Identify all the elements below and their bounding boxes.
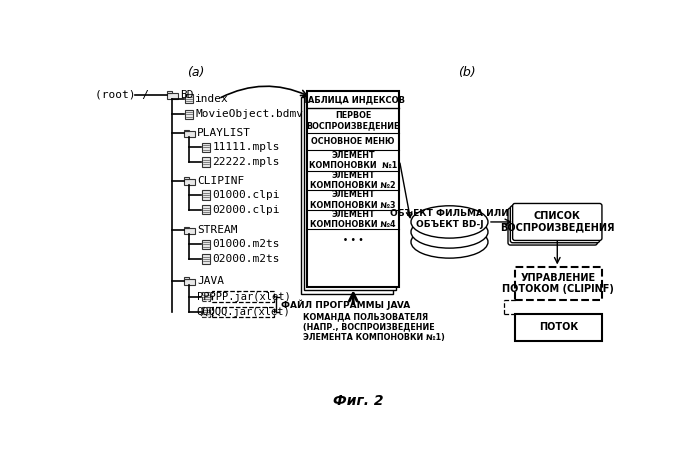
Ellipse shape — [411, 226, 488, 258]
FancyBboxPatch shape — [184, 227, 189, 228]
FancyBboxPatch shape — [202, 142, 210, 152]
FancyBboxPatch shape — [184, 177, 189, 179]
FancyBboxPatch shape — [515, 313, 602, 341]
FancyBboxPatch shape — [508, 208, 598, 245]
FancyBboxPatch shape — [301, 97, 394, 294]
Text: 22222.mpls: 22222.mpls — [212, 157, 280, 167]
FancyBboxPatch shape — [185, 94, 194, 103]
FancyBboxPatch shape — [184, 132, 194, 137]
Text: ЭЛЕМЕНТ
КОМПОНОВКИ №2: ЭЛЕМЕНТ КОМПОНОВКИ №2 — [310, 171, 396, 190]
FancyBboxPatch shape — [212, 306, 274, 317]
Text: ОСНОВНОЕ МЕНЮ: ОСНОВНОЕ МЕНЮ — [312, 137, 395, 146]
FancyBboxPatch shape — [202, 254, 210, 264]
FancyBboxPatch shape — [202, 205, 210, 214]
Text: MovieObject.bdmv: MovieObject.bdmv — [196, 109, 303, 119]
Text: ОБЪЕКТ ФИЛЬМА ИЛИ
ОБЪЕКТ BD-J: ОБЪЕКТ ФИЛЬМА ИЛИ ОБЪЕКТ BD-J — [390, 209, 509, 228]
FancyBboxPatch shape — [184, 279, 194, 285]
Text: index: index — [196, 94, 229, 104]
Text: ПОТОК: ПОТОК — [539, 322, 578, 332]
FancyBboxPatch shape — [510, 206, 600, 243]
Text: (root) /: (root) / — [95, 90, 150, 100]
Text: 02000.m2ts: 02000.m2ts — [212, 254, 280, 264]
FancyBboxPatch shape — [515, 267, 602, 300]
Text: 02000.clpi: 02000.clpi — [212, 204, 280, 215]
Ellipse shape — [411, 206, 488, 238]
FancyBboxPatch shape — [202, 307, 210, 317]
Text: PLAYLIST: PLAYLIST — [197, 128, 251, 138]
Text: PPPPP.jar(xlet): PPPPP.jar(xlet) — [196, 292, 290, 302]
Text: JAVA: JAVA — [197, 276, 224, 286]
Text: STREAM: STREAM — [197, 226, 238, 235]
Text: CLIPINF: CLIPINF — [197, 176, 244, 186]
Text: КОМАНДА ПОЛЬЗОВАТЕЛЯ
(НАПР., ВОСПРОИЗВЕДЕНИЕ
ЭЛЕМЕНТА КОМПОНОВКИ №1): КОМАНДА ПОЛЬЗОВАТЕЛЯ (НАПР., ВОСПРОИЗВЕД… — [303, 312, 445, 342]
FancyBboxPatch shape — [212, 291, 274, 302]
Text: 11111.mpls: 11111.mpls — [212, 142, 280, 152]
FancyBboxPatch shape — [512, 204, 602, 241]
FancyBboxPatch shape — [185, 110, 194, 119]
Text: Фиг. 2: Фиг. 2 — [333, 394, 384, 408]
FancyBboxPatch shape — [202, 190, 210, 200]
Text: СПИСОК
ВОСПРОИЗВЕДЕНИЯ: СПИСОК ВОСПРОИЗВЕДЕНИЯ — [500, 211, 614, 233]
Text: ТАБЛИЦА ИНДЕКСОВ: ТАБЛИЦА ИНДЕКСОВ — [302, 95, 405, 104]
FancyBboxPatch shape — [304, 94, 396, 290]
Ellipse shape — [411, 216, 488, 248]
Text: ЭЛЕМЕНТ
КОМПОНОВКИ №3: ЭЛЕМЕНТ КОМПОНОВКИ №3 — [310, 190, 396, 210]
Text: ПЕРВОЕ
ВОСПРОИЗВЕДЕНИЕ: ПЕРВОЕ ВОСПРОИЗВЕДЕНИЕ — [307, 110, 400, 130]
FancyBboxPatch shape — [202, 240, 210, 249]
Text: ЭЛЕМЕНТ
КОМПОНОВКИ №4: ЭЛЕМЕНТ КОМПОНОВКИ №4 — [310, 210, 396, 229]
FancyBboxPatch shape — [202, 292, 210, 301]
FancyBboxPatch shape — [307, 91, 399, 287]
FancyBboxPatch shape — [167, 93, 178, 99]
FancyBboxPatch shape — [184, 277, 189, 279]
Text: 01000.m2ts: 01000.m2ts — [212, 239, 280, 249]
Text: ФАЙЛ ПРОГРАММЫ JAVA: ФАЙЛ ПРОГРАММЫ JAVA — [281, 299, 410, 310]
FancyBboxPatch shape — [184, 130, 189, 132]
FancyBboxPatch shape — [184, 179, 194, 185]
Text: (a): (a) — [187, 66, 204, 78]
Text: • • •: • • • — [343, 236, 363, 245]
Text: (b): (b) — [458, 66, 475, 78]
Text: 01000.clpi: 01000.clpi — [212, 190, 280, 200]
FancyBboxPatch shape — [167, 91, 172, 93]
Text: BD: BD — [180, 90, 194, 100]
Text: QQQQQ.jar(xlet): QQQQQ.jar(xlet) — [196, 307, 290, 317]
Text: ЭЛЕМЕНТ
КОМПОНОВКИ  №1: ЭЛЕМЕНТ КОМПОНОВКИ №1 — [309, 151, 397, 170]
FancyBboxPatch shape — [202, 157, 210, 166]
FancyBboxPatch shape — [184, 228, 194, 234]
Text: УПРАВЛЕНИЕ
ПОТОКОМ (CLIPINF): УПРАВЛЕНИЕ ПОТОКОМ (CLIPINF) — [503, 273, 614, 294]
